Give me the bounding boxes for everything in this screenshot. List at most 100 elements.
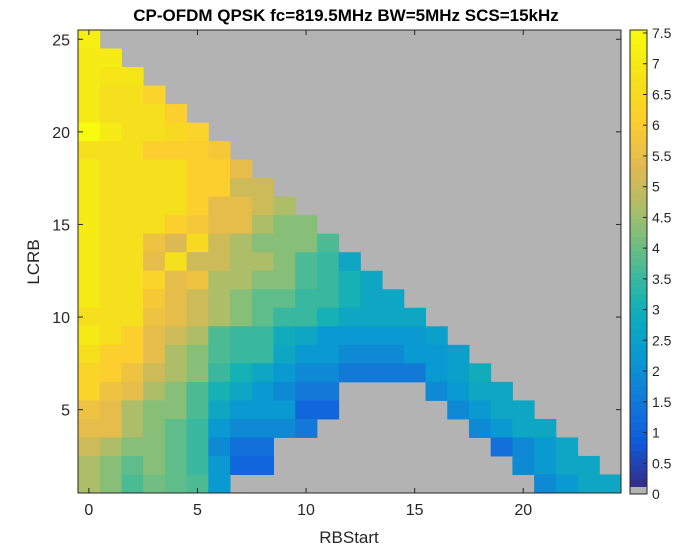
heatmap-cell — [143, 344, 166, 364]
heatmap-cell — [164, 437, 188, 457]
heatmap-cell — [534, 455, 557, 475]
heatmap-cell — [78, 270, 101, 290]
colorbar-tick-label: 0 — [652, 486, 660, 502]
colorbar-segment — [630, 408, 647, 417]
colorbar-segment — [630, 194, 647, 202]
heatmap-cell — [186, 418, 209, 438]
heatmap-cell — [447, 344, 470, 364]
heatmap-cell — [143, 122, 166, 142]
heatmap-cell — [78, 252, 101, 272]
heatmap-cell — [164, 252, 188, 272]
heatmap-cell — [577, 474, 600, 494]
heatmap-cell — [295, 252, 318, 272]
colorbar-segment — [630, 444, 647, 452]
heatmap-cell — [164, 474, 188, 494]
x-axis-label: RBStart — [319, 528, 379, 547]
heatmap-cell — [295, 344, 318, 364]
heatmap-cell — [360, 363, 383, 383]
heatmap-cell — [164, 400, 188, 420]
heatmap-cell — [99, 122, 122, 142]
heatmap-cell — [208, 400, 231, 420]
heatmap-cell — [230, 252, 253, 272]
heatmap-cell — [403, 363, 427, 383]
colorbar-segment — [630, 158, 647, 167]
heatmap-cell — [121, 159, 144, 179]
heatmap-cell — [121, 85, 144, 105]
heatmap-cell — [230, 270, 253, 290]
colorbar-segment — [630, 294, 647, 302]
heatmap-cell — [186, 270, 209, 290]
colorbar-segment — [630, 365, 647, 374]
heatmap-cell — [99, 215, 122, 235]
heatmap-cell — [208, 159, 231, 179]
heatmap-cell — [273, 400, 296, 420]
heatmap-cell — [99, 233, 122, 253]
heatmap-cell — [186, 307, 209, 327]
colorbar-segment — [630, 129, 647, 138]
heatmap-cell — [382, 344, 405, 364]
heatmap-cell — [425, 363, 448, 383]
colorbar-segment — [630, 222, 647, 231]
heatmap-cell — [99, 289, 122, 309]
heatmap-cell — [295, 381, 318, 401]
heatmap-cell — [425, 381, 448, 401]
heatmap-cell — [273, 215, 296, 235]
heatmap-cell — [316, 326, 340, 346]
heatmap-cell — [78, 344, 101, 364]
x-tick-label: 15 — [406, 502, 424, 519]
heatmap-cell — [230, 363, 253, 383]
colorbar-segment — [630, 458, 647, 467]
colorbar-segment — [630, 258, 647, 267]
heatmap-cell — [360, 344, 383, 364]
heatmap-cell — [273, 418, 296, 438]
heatmap-cell — [208, 178, 231, 198]
heatmap-cell — [78, 455, 101, 475]
heatmap-cell — [295, 289, 318, 309]
heatmap-cell — [164, 122, 188, 142]
colorbar-segment — [630, 379, 647, 388]
heatmap-cell — [78, 67, 101, 87]
heatmap-cell — [143, 104, 166, 124]
heatmap-cell — [599, 474, 622, 494]
heatmap-cell — [121, 474, 144, 494]
colorbar-segment — [630, 108, 647, 117]
heatmap-cell — [382, 363, 405, 383]
heatmap-cell — [468, 418, 492, 438]
heatmap-cell — [143, 326, 166, 346]
colorbar-segment — [630, 151, 647, 160]
colorbar-segment — [630, 115, 647, 124]
heatmap-cell — [273, 326, 296, 346]
heatmap-cell — [143, 437, 166, 457]
heatmap-cell — [186, 178, 209, 198]
heatmap-cell — [78, 159, 101, 179]
heatmap-cell — [273, 381, 296, 401]
heatmap-cell — [99, 363, 122, 383]
heatmap-cell — [121, 307, 144, 327]
heatmap-cell — [230, 307, 253, 327]
heatmap-cell — [99, 437, 122, 457]
heatmap-cell — [78, 326, 101, 346]
x-tick-label: 10 — [297, 502, 315, 519]
heatmap-cell — [164, 418, 188, 438]
colorbar-segment — [630, 279, 647, 288]
heatmap-cell — [316, 381, 340, 401]
plot-frame — [77, 29, 622, 494]
heatmap-cell — [99, 252, 122, 272]
heatmap-cell — [186, 289, 209, 309]
heatmap-cell — [251, 455, 274, 475]
heatmap-cell — [360, 307, 383, 327]
heatmap-cell — [164, 233, 188, 253]
heatmap-cell — [316, 233, 340, 253]
y-axis-label: LCRB — [24, 239, 43, 284]
heatmap-cell — [99, 48, 122, 68]
heatmap-cell — [230, 233, 253, 253]
heatmap-cell — [295, 418, 318, 438]
heatmap-cell — [273, 270, 296, 290]
colorbar-segment — [630, 229, 647, 238]
colorbar-segment — [630, 287, 647, 295]
heatmap-cell — [121, 178, 144, 198]
colorbar-segment — [630, 237, 647, 245]
heatmap-cell — [99, 400, 122, 420]
heatmap-cell — [230, 400, 253, 420]
colorbar-segment — [630, 251, 647, 260]
